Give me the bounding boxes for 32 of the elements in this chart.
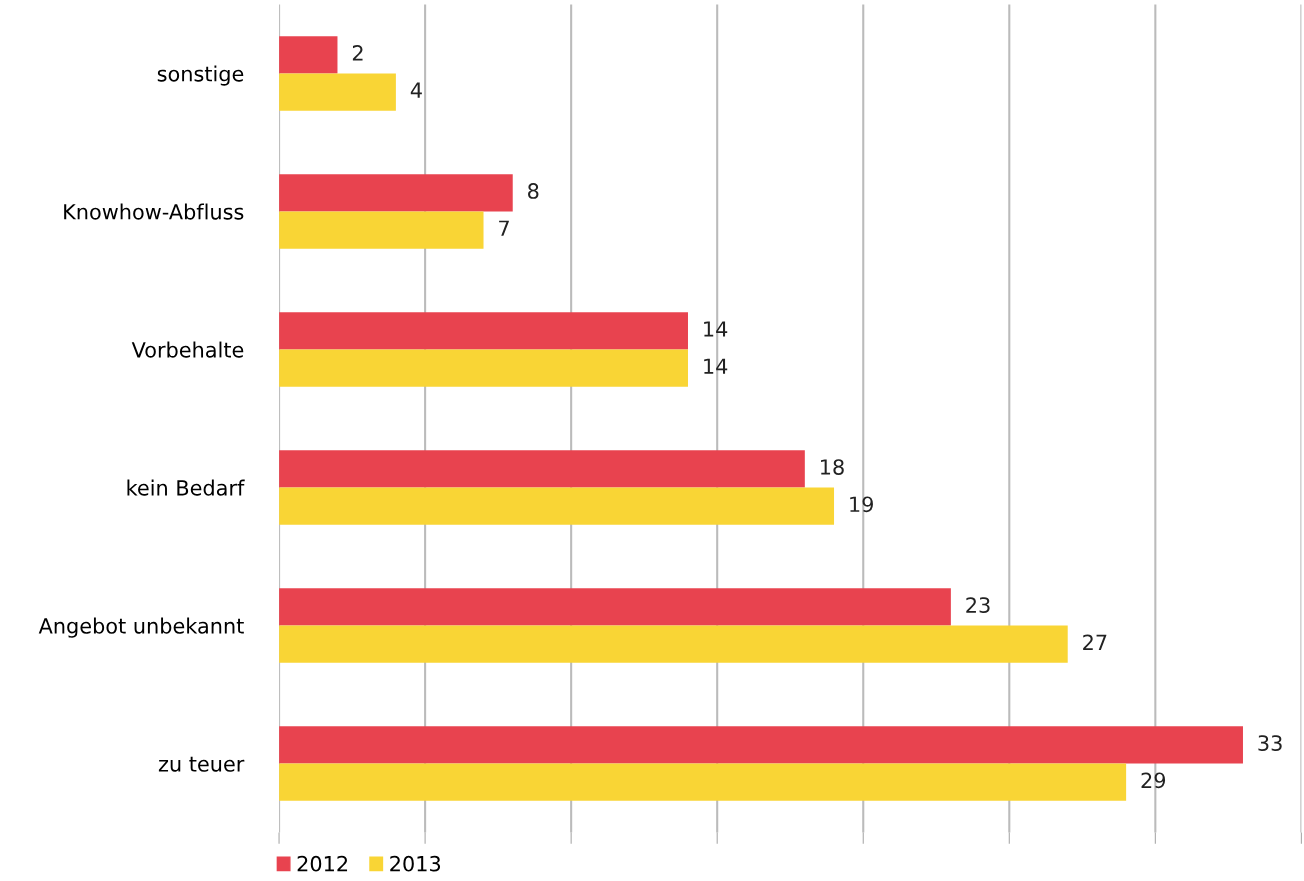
y-tick-label: Vorbehalte [131, 341, 244, 358]
bar [279, 36, 338, 74]
data-label: 14 [704, 358, 728, 374]
data-label: 27 [1083, 634, 1107, 650]
y-tick-label: kein Bedarf [127, 479, 245, 496]
data-label: 23 [966, 597, 990, 613]
data-label: 19 [850, 496, 873, 513]
bar [279, 450, 805, 488]
legend-label: 2013 [390, 855, 441, 872]
data-label: 29 [1141, 772, 1166, 789]
data-label: 18 [821, 459, 844, 475]
bar [279, 349, 688, 387]
y-tick-label: zu teuer [158, 756, 245, 772]
data-label: 8 [528, 183, 539, 199]
y-tick-label: Knowhow-Abfluss [64, 203, 244, 220]
bar [279, 487, 835, 525]
data-label: 7 [499, 220, 509, 236]
y-tick-label: sonstige [157, 65, 244, 86]
data-label: 2 [352, 45, 363, 61]
bar [279, 588, 951, 626]
bar [279, 763, 1127, 801]
bar [279, 211, 484, 249]
data-label: 4 [410, 82, 422, 98]
bar [279, 312, 688, 350]
bar [279, 73, 396, 111]
bar [279, 726, 1243, 764]
data-label: 33 [1258, 735, 1282, 751]
data-label: 14 [704, 321, 728, 337]
bar [279, 625, 1068, 663]
legend-label: 2012 [297, 855, 348, 872]
bar [279, 174, 513, 212]
y-tick-label: Angebot unbekannt [38, 617, 244, 638]
